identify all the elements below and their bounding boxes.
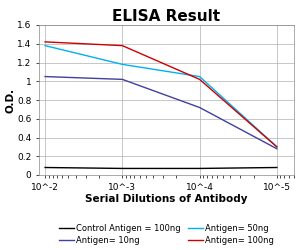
X-axis label: Serial Dilutions of Antibody: Serial Dilutions of Antibody [85, 194, 248, 204]
Title: ELISA Result: ELISA Result [112, 9, 220, 24]
Legend: Control Antigen = 100ng, Antigen= 10ng, Antigen= 50ng, Antigen= 100ng: Control Antigen = 100ng, Antigen= 10ng, … [59, 224, 274, 245]
Y-axis label: O.D.: O.D. [6, 88, 16, 112]
